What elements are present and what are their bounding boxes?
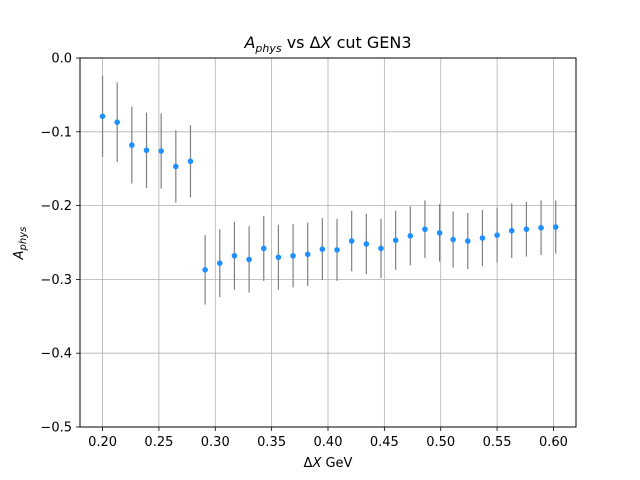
- data-point: [363, 241, 370, 247]
- data-point: [464, 238, 471, 244]
- data-point: [378, 245, 384, 252]
- errorbar-layer: [101, 75, 557, 305]
- data-point: [143, 147, 150, 154]
- data-point: [290, 252, 296, 259]
- title-mid: vs Δ: [282, 33, 321, 52]
- x-axis-label-tail: GeV: [321, 456, 352, 471]
- data-point: [275, 254, 282, 261]
- data-point: [479, 235, 486, 241]
- y-tick-label: −0.4: [40, 347, 72, 362]
- title-italic: X: [320, 33, 333, 52]
- data-point: [99, 113, 106, 120]
- data-point: [246, 256, 252, 263]
- y-tick-label: −0.2: [40, 199, 72, 214]
- x-tick-label: 0.30: [201, 435, 230, 450]
- x-axis-label-delta: Δ: [304, 456, 313, 471]
- x-tick-label: 0.60: [539, 435, 568, 450]
- grid-layer: [80, 57, 576, 428]
- x-tick-label: 0.45: [370, 435, 399, 450]
- data-point: [348, 238, 355, 244]
- data-point: [231, 252, 238, 259]
- data-point: [260, 245, 267, 252]
- data-point: [523, 226, 530, 233]
- data-point: [158, 148, 164, 154]
- x-axis-label-italic: X: [311, 456, 322, 471]
- data-point: [508, 227, 515, 234]
- y-axis-label-subscript: phys: [18, 227, 29, 252]
- tick-layer: 0.20 0.25 0.30 0.35 0.40 0.45 0.50 0.55 0.60 0.0 −…: [40, 52, 568, 451]
- chart-title: Aphys vs ΔX cut GEN3: [243, 33, 411, 55]
- data-point: [392, 237, 399, 244]
- data-point: [129, 142, 135, 148]
- x-tick-label: 0.50: [426, 435, 455, 450]
- x-tick-label: 0.35: [257, 435, 286, 450]
- title-tail: cut GEN3: [332, 33, 412, 52]
- data-point: [538, 224, 544, 231]
- title-subscript: phys: [254, 42, 281, 55]
- y-axis-label-base: A: [12, 250, 27, 260]
- data-point: [494, 232, 500, 238]
- data-point: [202, 267, 208, 273]
- data-point: [334, 247, 340, 253]
- x-axis-label: ΔX GeV: [304, 456, 353, 471]
- y-tick-label: −0.5: [40, 421, 72, 436]
- data-point: [450, 236, 456, 243]
- x-tick-label: 0.55: [483, 435, 512, 450]
- data-point: [187, 158, 194, 165]
- data-point: [422, 226, 428, 233]
- y-tick-label: −0.1: [40, 125, 72, 140]
- data-point: [436, 230, 443, 236]
- x-tick-label: 0.40: [314, 435, 343, 450]
- data-point: [552, 224, 559, 230]
- x-tick-label: 0.25: [144, 435, 173, 450]
- data-point: [216, 260, 223, 266]
- data-point: [114, 119, 120, 126]
- data-point: [407, 233, 414, 239]
- y-tick-label: 0.0: [51, 52, 72, 67]
- data-point: [319, 246, 326, 252]
- y-tick-label: −0.3: [40, 273, 72, 288]
- y-axis-label: Aphys: [12, 227, 29, 261]
- data-point: [173, 163, 179, 170]
- title-base: A: [243, 33, 255, 52]
- point-layer: [99, 113, 559, 273]
- x-tick-label: 0.20: [88, 435, 117, 450]
- data-point: [304, 251, 311, 258]
